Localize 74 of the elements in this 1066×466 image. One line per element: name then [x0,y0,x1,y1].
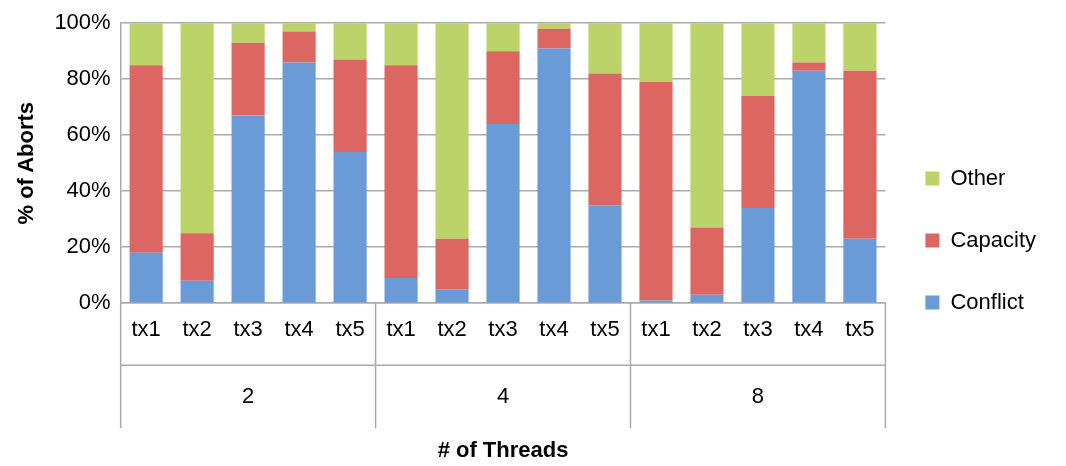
bar [486,124,520,303]
bar [180,233,214,281]
bar [639,300,673,303]
text: 4 [496,383,510,409]
x-tick-label: tx5 [845,316,875,342]
x-axis-title: # of Threads [437,436,569,462]
bar [231,23,265,43]
y-tick-label: 40% [66,177,111,203]
bar [588,205,622,303]
y-tick-label: 0% [78,289,111,315]
bar [741,96,775,208]
y-tick-label: 80% [66,65,111,91]
bar [792,62,826,71]
text: 8 [751,383,765,409]
bar [537,48,571,303]
bar [282,23,316,32]
bar [741,23,775,96]
x-tick-label: tx4 [539,316,569,342]
bar [435,238,469,290]
bar [843,70,877,239]
bar [486,51,520,124]
x-tick-label: tx1 [131,316,161,342]
x-tick-label: tx2 [182,316,212,342]
legend-label: Other [950,164,1006,190]
bar [537,28,571,49]
bar [384,23,418,66]
bar [435,289,469,303]
x-tick-label: tx3 [488,316,518,342]
bar [690,294,724,303]
bar [384,278,418,303]
x-tick-label: tx1 [641,316,671,342]
x-tick-label: tx5 [590,316,620,342]
y-tick-label: 20% [66,233,111,259]
x-tick-label: tx5 [335,316,365,342]
bar [741,208,775,303]
bar [537,23,571,29]
legend-label: Conflict [950,288,1024,314]
bar [180,280,214,303]
bar [435,23,469,239]
bar [792,70,826,303]
text: 2 [242,383,255,409]
bar [690,23,724,228]
bar [129,23,163,66]
bar [282,31,316,63]
bar [333,23,367,60]
bar [843,23,877,71]
bar [690,227,724,295]
bar [639,82,673,301]
x-tick-label: tx2 [692,316,722,342]
bar [231,115,265,303]
bar [588,23,622,74]
x-tick-label: tx4 [794,316,824,342]
x-tick-label: tx3 [233,316,263,342]
bar [486,23,520,52]
bar [792,23,826,63]
x-tick-label: tx3 [743,316,773,342]
bar [180,23,214,234]
bar [231,42,265,116]
bar [843,238,877,303]
bar [282,62,316,303]
y-tick-label: 100% [54,9,111,35]
bar [384,65,418,278]
legend-label: Capacity [950,226,1036,252]
bar [333,152,367,303]
bar [333,59,367,152]
x-tick-label: tx2 [437,316,467,342]
bar [129,65,163,253]
bar [639,23,673,82]
x-tick-label: tx1 [386,316,416,342]
bar [129,252,163,303]
y-tick-label: 60% [66,121,111,147]
bar [588,73,622,206]
x-tick-label: tx4 [284,316,314,342]
y-axis-title: % of Aborts [13,101,39,225]
